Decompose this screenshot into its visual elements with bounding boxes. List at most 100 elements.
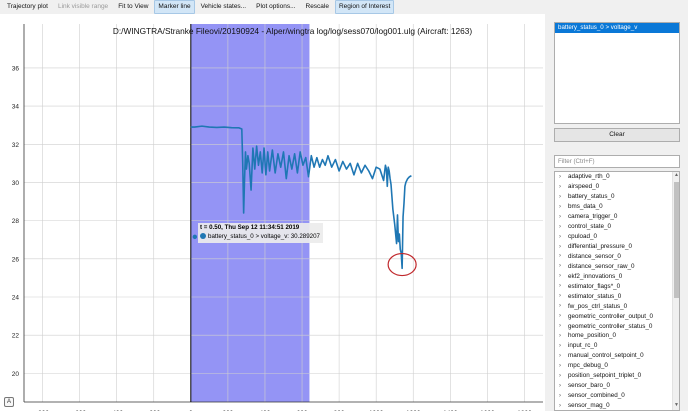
scroll-down-icon[interactable]: ▼ [674, 402, 679, 408]
tree-item-label: sensor_baro_0 [568, 382, 611, 390]
tree-item-label: cpuload_0 [568, 233, 598, 241]
toolbar-button-region-of-interest[interactable]: Region of Interest [334, 0, 395, 14]
filter-input[interactable]: Filter (Ctrl+F) [554, 155, 680, 168]
tree-item[interactable]: › control_state_0 [555, 222, 679, 232]
toolbar-button-vehicle-states[interactable]: Vehicle states... [200, 3, 247, 10]
selected-series-list[interactable]: battery_status_0 > voltage_v [554, 22, 680, 124]
y-tick-label: 36 [12, 65, 20, 72]
tree-item-label: fw_pos_ctrl_status_0 [568, 302, 628, 310]
chevron-right-icon[interactable]: › [559, 193, 561, 200]
auto-range-button[interactable]: A [4, 397, 14, 407]
tree-item-label: estimator_status_0 [568, 292, 622, 300]
tree-item[interactable]: › adaptive_rth_0 [555, 172, 679, 182]
toolbar-button-plot-options[interactable]: Plot options... [256, 3, 296, 10]
hover-point [192, 234, 198, 240]
selected-series-item[interactable]: battery_status_0 > voltage_v [555, 23, 679, 33]
chevron-right-icon[interactable]: › [559, 352, 561, 359]
tree-item-label: distance_sensor_0 [568, 252, 621, 260]
chevron-right-icon[interactable]: › [559, 382, 561, 389]
tree-item-label: distance_sensor_raw_0 [568, 262, 635, 270]
chevron-right-icon[interactable]: › [559, 372, 561, 379]
tree-item[interactable]: › position_setpoint_triplet_0 [555, 371, 679, 381]
tree-item-label: manual_control_setpoint_0 [568, 352, 644, 360]
tree-item-label: estimator_flags*_0 [568, 282, 621, 290]
y-tick-label: 20 [12, 371, 20, 378]
plot-area[interactable]: -800-600-400-200020040060080010001200140… [0, 14, 545, 411]
tree-item[interactable]: › distance_sensor_0 [555, 252, 679, 262]
tree-item[interactable]: › cpuload_0 [555, 232, 679, 242]
tree-item-label: control_state_0 [568, 223, 612, 231]
chevron-right-icon[interactable]: › [559, 213, 561, 220]
tree-item[interactable]: › input_rc_0 [555, 341, 679, 351]
region-of-interest[interactable] [190, 24, 310, 402]
tree-item[interactable]: › estimator_flags*_0 [555, 281, 679, 291]
chevron-right-icon[interactable]: › [559, 203, 561, 210]
chevron-right-icon[interactable]: › [559, 332, 561, 339]
chevron-right-icon[interactable]: › [559, 173, 561, 180]
tree-item[interactable]: › home_position_0 [555, 331, 679, 341]
highlight-circle [387, 252, 417, 277]
tree-item[interactable]: › airspeed_0 [555, 182, 679, 192]
chevron-right-icon[interactable]: › [559, 362, 561, 369]
toolbar-button-marker-line[interactable]: Marker line [154, 0, 195, 14]
series-line-voltage[interactable] [190, 125, 412, 270]
clear-button[interactable]: Clear [554, 128, 680, 142]
tree-item[interactable]: › sensor_combined_0 [555, 391, 679, 401]
tree-item-label: airspeed_0 [568, 183, 600, 191]
toolbar-button-trajectory-plot[interactable]: Trajectory plot [7, 3, 48, 10]
chevron-right-icon[interactable]: › [559, 323, 561, 330]
tree-item[interactable]: › differential_pressure_0 [555, 242, 679, 252]
toolbar-button-rescale[interactable]: Rescale [305, 3, 329, 10]
y-tick-label: 34 [12, 104, 20, 111]
tree-item-label: mpc_debug_0 [568, 362, 608, 370]
toolbar: Trajectory plot Link visible range Fit to … [0, 0, 545, 14]
tree-item[interactable]: › estimator_status_0 [555, 291, 679, 301]
tree-item[interactable]: › sensor_baro_0 [555, 381, 679, 391]
tree-item-label: sensor_mag_0 [568, 402, 610, 410]
tree-item[interactable]: › battery_status_0 [555, 192, 679, 202]
chevron-right-icon[interactable]: › [559, 283, 561, 290]
tree-item[interactable]: › fw_pos_ctrl_status_0 [555, 301, 679, 311]
tree-scrollbar[interactable]: ▲ ▼ [672, 172, 679, 410]
toolbar-button-link-visible-range[interactable]: Link visible range [57, 3, 109, 10]
toolbar-button-fit-to-view[interactable]: Fit to View [118, 3, 149, 10]
y-tick-label: 22 [12, 333, 20, 340]
voltage-plot[interactable]: -800-600-400-200020040060080010001200140… [0, 14, 545, 411]
y-tick-label: 30 [12, 180, 20, 187]
tree-item[interactable]: › geometric_controller_output_0 [555, 311, 679, 321]
tree-item[interactable]: › mpc_debug_0 [555, 361, 679, 371]
tree-item-label: bms_data_0 [568, 203, 603, 211]
chevron-right-icon[interactable]: › [559, 293, 561, 300]
chevron-right-icon[interactable]: › [559, 303, 561, 310]
tree-item[interactable]: › bms_data_0 [555, 202, 679, 212]
chevron-right-icon[interactable]: › [559, 253, 561, 260]
chevron-right-icon[interactable]: › [559, 313, 561, 320]
topic-tree[interactable]: › adaptive_rth_0 › airspeed_0 › battery_statu… [554, 171, 680, 411]
chevron-right-icon[interactable]: › [559, 233, 561, 240]
tree-item-label: home_position_0 [568, 332, 616, 340]
tooltip-series-value: battery_status_0 > voltage_v: 30.289207 [208, 232, 320, 240]
chevron-right-icon[interactable]: › [559, 273, 561, 280]
chevron-right-icon[interactable]: › [559, 263, 561, 270]
tree-item[interactable]: › geometric_controller_status_0 [555, 321, 679, 331]
tree-item-label: battery_status_0 [568, 193, 615, 201]
tree-item-label: differential_pressure_0 [568, 243, 632, 251]
tree-item-label: position_setpoint_triplet_0 [568, 372, 642, 380]
scroll-up-icon[interactable]: ▲ [674, 172, 679, 178]
chevron-right-icon[interactable]: › [559, 342, 561, 349]
y-tick-label: 28 [12, 218, 20, 225]
y-tick-label: 24 [12, 295, 20, 302]
tree-item[interactable]: › ekf2_innovations_0 [555, 271, 679, 281]
scrollbar-thumb[interactable] [674, 182, 679, 298]
tree-item[interactable]: › sensor_mag_0 [555, 401, 679, 410]
chevron-right-icon[interactable]: › [559, 183, 561, 190]
tree-item[interactable]: › manual_control_setpoint_0 [555, 351, 679, 361]
chevron-right-icon[interactable]: › [559, 402, 561, 409]
tree-item-label: sensor_combined_0 [568, 392, 625, 400]
chevron-right-icon[interactable]: › [559, 223, 561, 230]
chevron-right-icon[interactable]: › [559, 392, 561, 399]
tree-item[interactable]: › distance_sensor_raw_0 [555, 261, 679, 271]
chevron-right-icon[interactable]: › [559, 243, 561, 250]
tooltip-time: t = 0.50, Thu Sep 12 11:34:51 2019 [200, 224, 300, 231]
tree-item[interactable]: › camera_trigger_0 [555, 212, 679, 222]
